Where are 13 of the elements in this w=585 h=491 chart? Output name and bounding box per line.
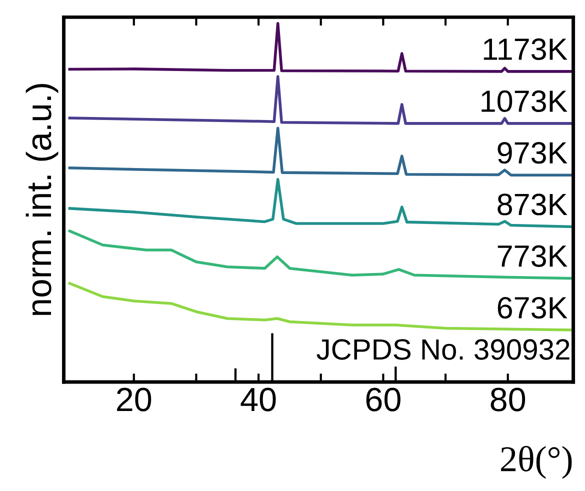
y-axis-title: norm. int. (a.u.) bbox=[26, 84, 58, 315]
series-label: 1173K bbox=[484, 38, 568, 60]
x-tick-label: 40 bbox=[240, 388, 276, 412]
x-tick-label: 20 bbox=[117, 388, 152, 412]
series-label: 973K bbox=[498, 142, 568, 164]
series-label: 873K bbox=[498, 194, 568, 216]
x-axis-title: 2θ(°) bbox=[501, 446, 572, 479]
x-tick-label: 60 bbox=[366, 388, 400, 412]
series-label: 673K bbox=[498, 296, 568, 319]
x-tick-label: 80 bbox=[490, 388, 526, 412]
series-label: 1073K bbox=[482, 90, 568, 112]
annotation: JCPDS No. 390932 bbox=[316, 339, 570, 360]
series-label: 773K bbox=[498, 245, 568, 267]
